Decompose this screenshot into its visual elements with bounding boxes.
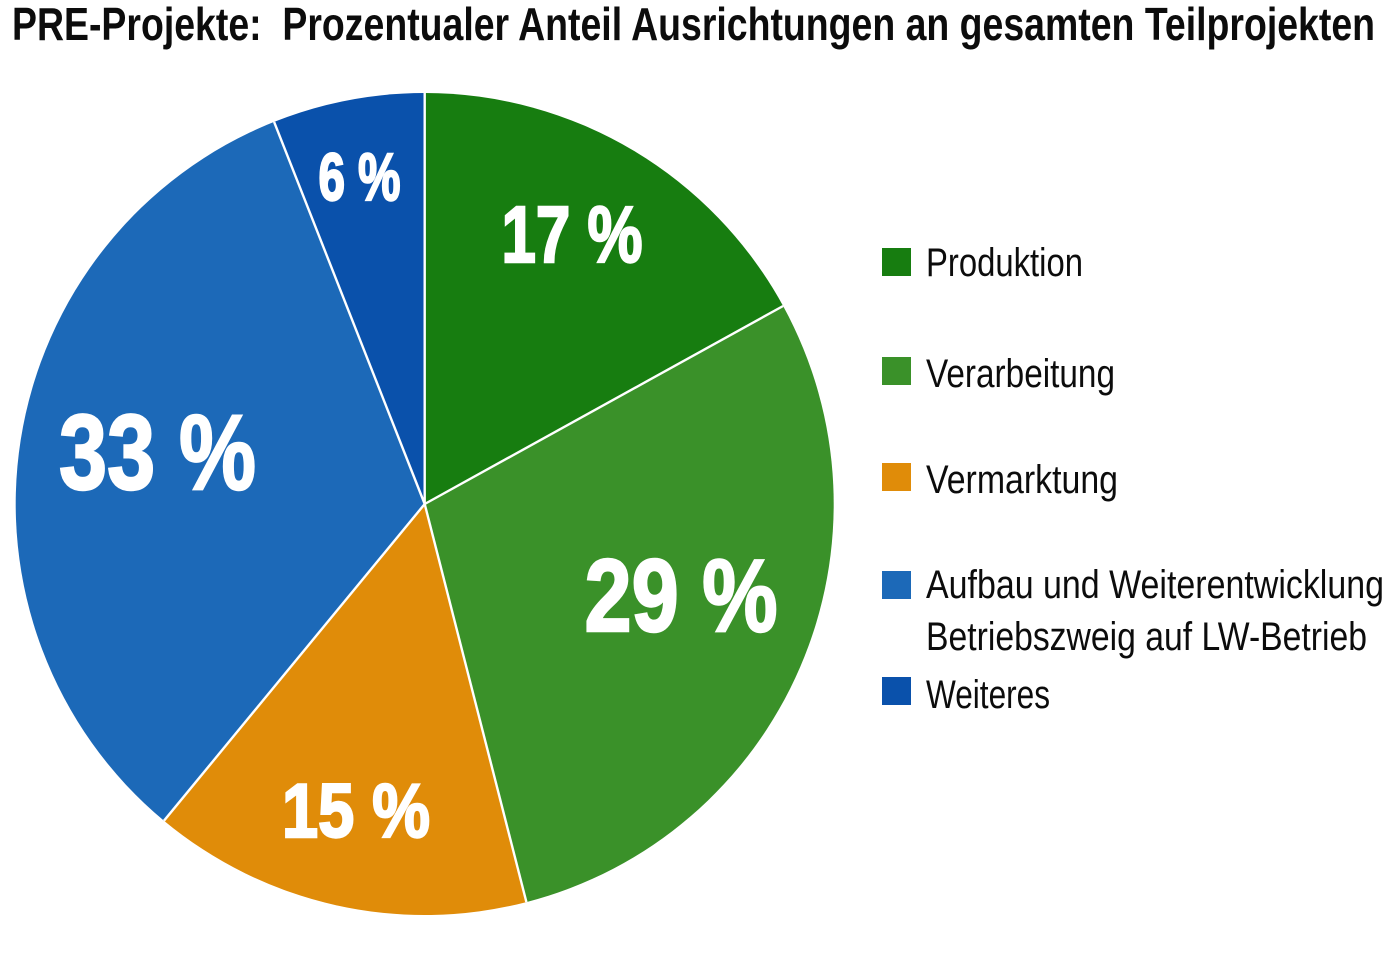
svg-text:Vermarktung: Vermarktung: [926, 458, 1118, 502]
svg-text:29 %: 29 %: [585, 538, 778, 653]
svg-text:15 %: 15 %: [282, 769, 430, 854]
svg-text:Verarbeitung: Verarbeitung: [926, 352, 1115, 396]
svg-text:17 %: 17 %: [502, 190, 643, 279]
svg-text:33 %: 33 %: [59, 392, 256, 512]
svg-text:Aufbau und Weiterentwicklung: Aufbau und Weiterentwicklung: [926, 563, 1384, 607]
svg-text:PRE-Projekte: Prozentualer An: PRE-Projekte: Prozentualer Anteil Ausric…: [12, 0, 1375, 50]
svg-text:Weiteres: Weiteres: [926, 673, 1050, 717]
svg-text:Produktion: Produktion: [926, 241, 1083, 285]
svg-text:Betriebszweig auf LW-Betrieb: Betriebszweig auf LW-Betrieb: [926, 615, 1367, 659]
svg-text:6 %: 6 %: [319, 140, 401, 215]
